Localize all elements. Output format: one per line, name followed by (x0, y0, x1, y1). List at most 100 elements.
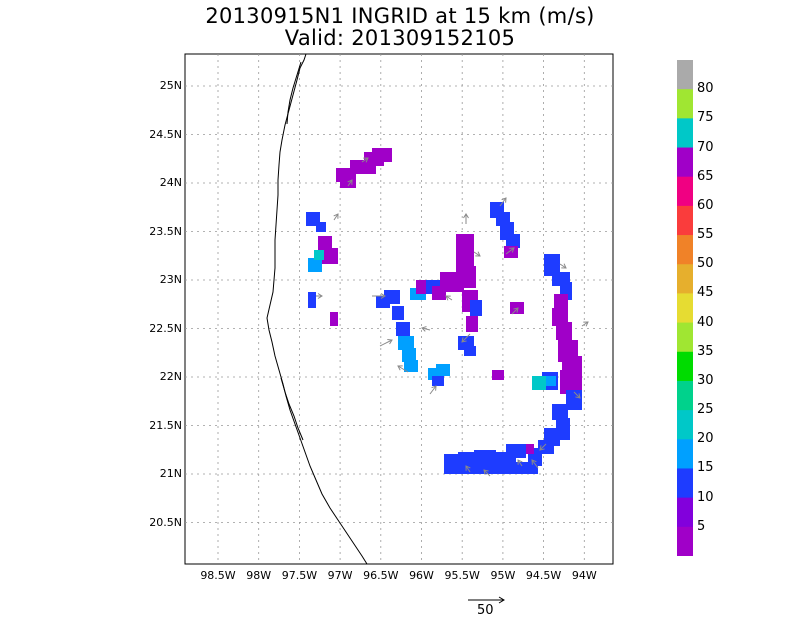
colorbar-label: 30 (697, 372, 714, 388)
wind-cell (322, 248, 338, 264)
lon-tick-label: 97.5W (281, 569, 318, 582)
colorbar-label: 15 (697, 460, 714, 476)
wind-cell (404, 360, 418, 372)
wind-cell (392, 306, 404, 320)
colorbar-segment (677, 89, 693, 119)
lon-tick-label: 98.5W (200, 569, 236, 582)
wind-vector-arrow (531, 459, 539, 469)
wind-cell (456, 234, 474, 254)
color-scale-bar (677, 60, 693, 556)
wind-vector-arrow (429, 385, 437, 395)
lon-tick-label: 94W (571, 569, 597, 582)
wind-cell (432, 376, 444, 386)
wind-cell (552, 404, 568, 420)
wind-cell (556, 322, 572, 340)
lon-tick-label: 95W (490, 569, 516, 582)
colorbar-label: 5 (697, 518, 706, 534)
wind-cell (456, 462, 538, 474)
colorbar-segment (677, 205, 693, 236)
colorbar-segment (677, 439, 693, 469)
colorbar-segment (677, 351, 693, 382)
colorbar-label: 65 (697, 168, 714, 184)
wind-cell (492, 370, 504, 380)
colorbar-label: 75 (697, 110, 714, 126)
lat-tick-label: 24.5N (149, 127, 182, 141)
wind-vector-arrow (347, 179, 353, 187)
wind-cell (340, 178, 356, 188)
wind-cell (402, 348, 416, 362)
wind-cell (552, 308, 568, 326)
wind-vector-arrow (372, 293, 386, 299)
lat-tick-label: 25N (159, 79, 182, 92)
wind-vector-arrow (539, 443, 547, 451)
wind-cell (506, 234, 520, 248)
wind-cell (366, 166, 376, 174)
lon-tick-label: 96W (409, 569, 434, 582)
wind-cell (504, 246, 518, 258)
colorbar-label: 70 (697, 139, 714, 155)
wind-vector-arrow (316, 293, 323, 299)
colorbar-segment (677, 147, 693, 178)
wind-cell (474, 450, 496, 464)
colorbar-label: 50 (697, 256, 714, 272)
wind-cell (560, 370, 582, 394)
colorbar-segment (677, 468, 693, 499)
lat-tick-label: 22.5N (149, 321, 182, 335)
lon-tick-label: 95.5W (444, 569, 480, 582)
lat-tick-label: 21.5N (149, 418, 182, 432)
wind-cell (544, 254, 560, 276)
lon-tick-label: 98W (246, 569, 272, 582)
wind-cell (440, 272, 464, 292)
colorbar-segment (677, 235, 693, 265)
wind-cell (470, 300, 482, 316)
wind-vector-arrow (505, 247, 515, 255)
wind-vector-arrow (483, 469, 491, 477)
colorbar-segment (677, 497, 693, 528)
colorbar-label: 25 (697, 402, 714, 418)
colorbar-label: 45 (697, 285, 714, 301)
wind-vector-arrow (361, 157, 369, 163)
wind-vector-arrow (511, 307, 519, 315)
wind-vector-arrow (333, 213, 339, 221)
colorbar-label: 60 (697, 197, 714, 213)
colorbar-segment (677, 526, 693, 556)
lat-tick-label: 20.5N (149, 515, 182, 529)
wind-vector-arrow (397, 365, 409, 373)
colorbar-segment (677, 322, 693, 353)
wind-cell (398, 336, 414, 350)
lat-lon-grid (185, 54, 613, 564)
lat-tick-label: 22N (159, 370, 182, 383)
wind-vector-arrow (581, 321, 589, 327)
colorbar-label: 55 (697, 227, 714, 243)
wind-cell (372, 148, 392, 162)
reference-vector-label: 50 (477, 603, 494, 618)
wind-cell (466, 316, 478, 332)
wind-cell (554, 294, 568, 308)
lat-tick-label: 21N (159, 467, 182, 480)
reference-vector-arrow (468, 596, 505, 604)
wind-cell (396, 322, 410, 336)
wind-vector-arrow (445, 295, 453, 301)
wind-cell (460, 266, 476, 288)
wind-cell (566, 390, 582, 410)
lat-tick-label: 23.5N (149, 224, 182, 238)
colorbar-segment (677, 264, 693, 294)
colorbar-segment (677, 118, 693, 149)
colorbar-label: 20 (697, 431, 714, 447)
colorbar-label: 10 (697, 489, 714, 505)
wind-cell (436, 364, 450, 376)
colorbar-segment (677, 176, 693, 207)
map-title: 20130915N1 INGRID at 15 km (m/s) (205, 4, 595, 28)
wind-speed-cells (306, 148, 582, 474)
lat-tick-label: 24N (159, 176, 182, 189)
wind-vector-arrow (473, 251, 481, 257)
colorbar-segment (677, 380, 693, 411)
lagoon-line (280, 61, 304, 441)
wind-vector-arrow (517, 459, 523, 467)
lat-tick-label: 23N (159, 273, 182, 286)
lon-tick-label: 96.5W (363, 569, 399, 582)
wind-vector-arrow (559, 263, 567, 269)
wind-cell (308, 292, 316, 308)
colorbar-segment (677, 293, 693, 324)
